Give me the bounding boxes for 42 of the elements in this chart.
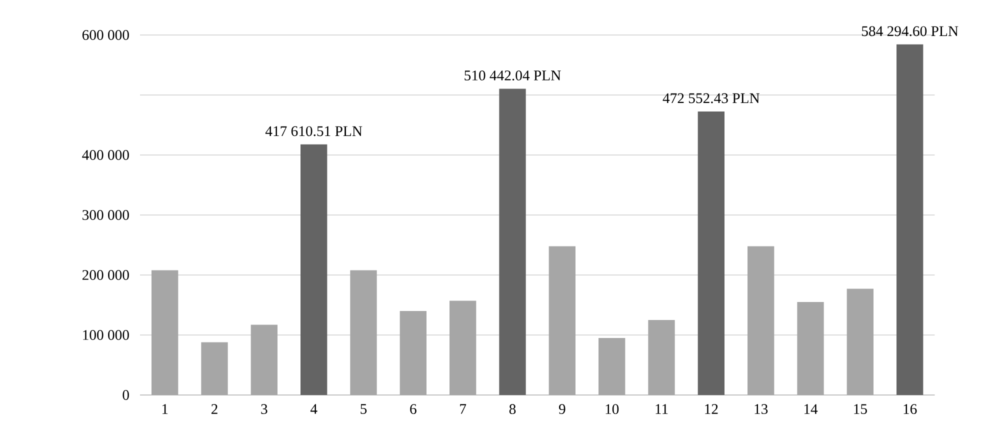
bar (698, 111, 725, 395)
x-tick-label: 14 (804, 404, 818, 414)
bar (450, 300, 476, 395)
x-tick-label: 8 (509, 404, 516, 414)
bar (648, 320, 675, 395)
x-tick-label: 11 (656, 404, 668, 414)
bar (797, 302, 824, 395)
y-tick-label: 400 000 (82, 150, 129, 160)
bar (598, 338, 626, 395)
bar (748, 246, 774, 395)
bar (350, 270, 377, 395)
bar (499, 88, 526, 395)
data-label: 584 294.60 PLN (862, 26, 958, 36)
y-tick-label: 300 000 (82, 210, 129, 220)
x-tick-label: 12 (705, 404, 718, 414)
x-tick-label: 13 (754, 404, 768, 414)
x-tick-label: 16 (904, 404, 917, 414)
y-tick-label: 100 000 (83, 330, 129, 340)
y-tick-label: 0 (122, 390, 129, 400)
bar (548, 246, 576, 395)
y-tick-label: 600 000 (82, 30, 129, 40)
bar (152, 270, 178, 395)
x-tick-label: 7 (460, 404, 466, 414)
x-tick-label: 9 (558, 404, 566, 414)
x-tick-label: 1 (162, 404, 168, 414)
bar (896, 44, 924, 395)
data-label: 510 442.04 PLN (464, 70, 561, 80)
x-tick-label: 6 (410, 404, 416, 414)
x-tick-label: 5 (360, 404, 367, 414)
y-tick-label: 200 000 (82, 270, 129, 280)
x-tick-label: 2 (211, 404, 218, 414)
bar (846, 288, 874, 395)
bar (400, 311, 427, 395)
x-tick-label: 15 (854, 404, 867, 414)
data-label: 417 610.51 PLN (265, 126, 362, 136)
data-label: 472 552.43 PLN (662, 93, 760, 104)
bar (201, 342, 228, 395)
bar (300, 144, 328, 395)
bar (250, 324, 278, 395)
x-tick-label: 3 (261, 404, 268, 414)
x-tick-label: 10 (606, 404, 619, 414)
x-tick-label: 4 (310, 404, 318, 414)
